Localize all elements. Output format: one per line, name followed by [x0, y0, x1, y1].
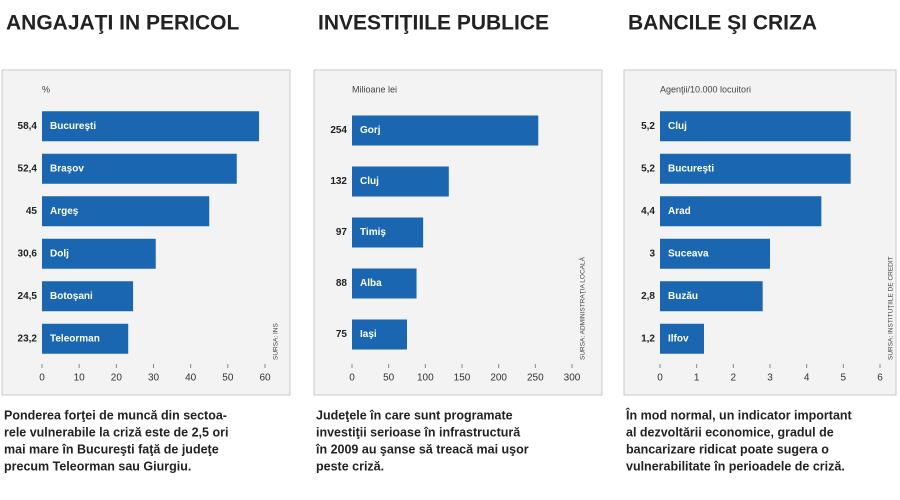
- bar: [660, 111, 851, 142]
- value-label: 97: [336, 227, 348, 238]
- bar: [42, 196, 210, 227]
- caption-line: investiţii serioase în infrastructură: [316, 425, 521, 439]
- x-tick-label: 5: [841, 373, 847, 384]
- category-label: Ilfov: [668, 333, 689, 344]
- category-label: Argeş: [50, 206, 79, 217]
- caption-line: bancarizare ridicat poate sugera o: [626, 442, 829, 456]
- category-label: Gorj: [360, 125, 381, 136]
- x-tick-label: 50: [222, 373, 234, 384]
- caption-line: vulnerabilitate în perioadele de criză.: [626, 459, 845, 473]
- bar: [42, 238, 156, 269]
- caption-line: al dezvoltării economice, gradul de: [626, 425, 834, 439]
- unit-label: %: [42, 84, 50, 94]
- unit-label: Milioane lei: [352, 84, 397, 94]
- category-label: Braşov: [50, 163, 84, 174]
- value-label: 3: [649, 248, 655, 259]
- x-tick-label: 100: [417, 373, 434, 384]
- x-tick-label: 30: [148, 373, 160, 384]
- bar: [352, 166, 449, 197]
- x-tick-label: 1: [694, 373, 700, 384]
- source-note: SURSA: ADMINISTRAŢIA LOCALĂ: [578, 256, 587, 360]
- x-tick-label: 6: [877, 373, 883, 384]
- value-label: 23,2: [18, 333, 38, 344]
- bar: [352, 268, 417, 299]
- bar: [352, 319, 407, 350]
- x-tick-label: 0: [657, 373, 663, 384]
- x-tick-label: 0: [39, 373, 45, 384]
- bar: [352, 115, 539, 146]
- value-label: 52,4: [18, 163, 38, 174]
- category-label: Cluj: [668, 121, 687, 132]
- x-tick-label: 2: [731, 373, 737, 384]
- caption-line: peste criză.: [316, 459, 384, 473]
- source-note: SURSA: INS: [273, 322, 280, 360]
- x-tick-label: 200: [490, 373, 507, 384]
- category-label: Iaşi: [360, 329, 377, 340]
- value-label: 1,2: [641, 333, 655, 344]
- caption-line: În mod normal, un indicator important: [625, 407, 853, 422]
- bar: [352, 217, 424, 248]
- source-note: SURSA: INSTITUŢIILE DE CREDIT: [888, 256, 895, 360]
- x-tick-label: 3: [767, 373, 773, 384]
- bar: [660, 153, 851, 184]
- value-label: 2,8: [641, 291, 655, 302]
- category-label: Bucureşti: [50, 121, 96, 132]
- caption-line: rele vulnerabile la criză este de 2,5 or…: [4, 425, 228, 439]
- category-label: Buzău: [668, 291, 698, 302]
- chart-title: ANGAJAŢI IN PERICOL: [6, 12, 240, 35]
- bar: [660, 238, 770, 269]
- x-tick-label: 40: [185, 373, 197, 384]
- value-label: 45: [26, 206, 38, 217]
- value-label: 88: [336, 278, 348, 289]
- category-label: Dolj: [50, 248, 69, 259]
- bar: [42, 323, 129, 354]
- value-label: 24,5: [18, 291, 38, 302]
- value-label: 5,2: [641, 163, 655, 174]
- category-label: Teleorman: [50, 333, 100, 344]
- x-tick-label: 150: [454, 373, 471, 384]
- x-tick-label: 60: [259, 373, 271, 384]
- category-label: Timiş: [360, 227, 386, 238]
- category-label: Bucureşti: [668, 163, 714, 174]
- x-tick-label: 4: [804, 373, 810, 384]
- caption-line: Judeţele în care sunt programate: [316, 408, 513, 422]
- bar: [660, 196, 822, 227]
- bar: [660, 281, 763, 312]
- caption-line: mai mare în Bucureşti faţă de judeţe: [4, 442, 219, 456]
- bar: [42, 111, 260, 142]
- category-label: Cluj: [360, 176, 379, 187]
- x-tick-label: 10: [74, 373, 86, 384]
- caption-line: Ponderea forţei de muncă din sectoa-: [4, 408, 227, 422]
- x-tick-label: 20: [111, 373, 123, 384]
- chart-title: BANCILE ŞI CRIZA: [628, 12, 817, 35]
- caption-line: precum Teleorman sau Giurgiu.: [4, 459, 191, 473]
- category-label: Arad: [668, 206, 691, 217]
- caption-line: în 2009 au şanse să treacă mai uşor: [315, 442, 529, 456]
- category-label: Alba: [360, 278, 382, 289]
- x-tick-label: 300: [564, 373, 581, 384]
- bar: [660, 323, 704, 354]
- chart-title: INVESTIŢIILE PUBLICE: [318, 12, 549, 35]
- x-tick-label: 0: [349, 373, 355, 384]
- value-label: 30,6: [18, 248, 38, 259]
- value-label: 254: [330, 125, 347, 136]
- value-label: 75: [336, 329, 348, 340]
- bar: [42, 153, 237, 184]
- bar: [42, 281, 134, 312]
- category-label: Suceava: [668, 248, 709, 259]
- value-label: 5,2: [641, 121, 655, 132]
- unit-label: Agenţii/10.000 locuitori: [660, 84, 751, 94]
- x-tick-label: 250: [527, 373, 544, 384]
- value-label: 4,4: [641, 206, 655, 217]
- x-tick-label: 50: [383, 373, 395, 384]
- category-label: Botoşani: [50, 291, 93, 302]
- value-label: 58,4: [18, 121, 38, 132]
- value-label: 132: [330, 176, 347, 187]
